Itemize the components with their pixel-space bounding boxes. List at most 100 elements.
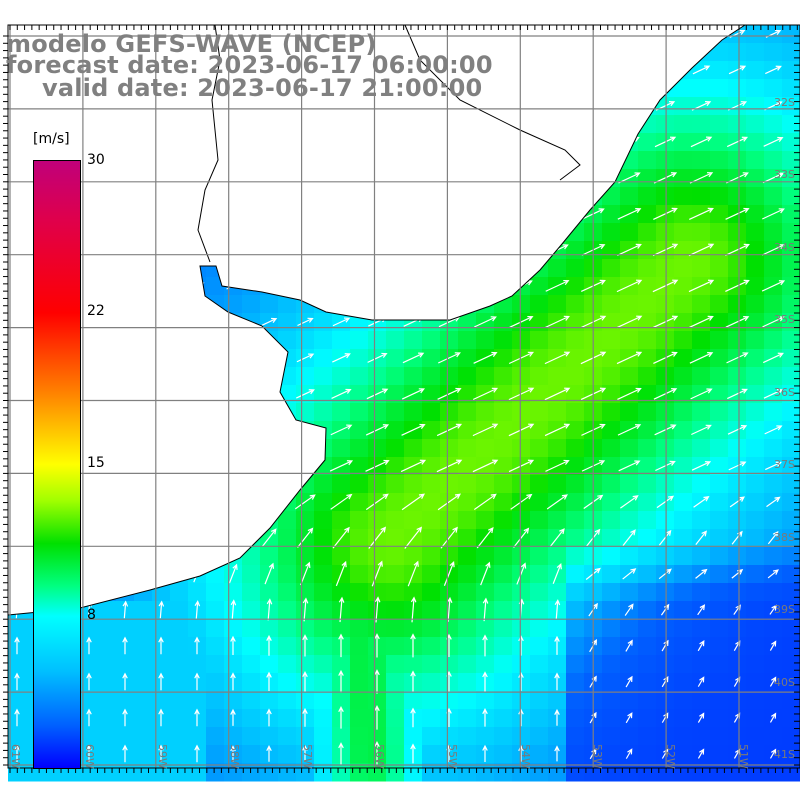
wind-speed-cell (638, 727, 657, 746)
wind-speed-cell (422, 331, 441, 350)
lon-label: 51W (737, 744, 750, 769)
wind-speed-cell (476, 403, 495, 422)
wind-arrow (625, 639, 633, 652)
wind-speed-cell (566, 241, 585, 260)
wind-speed-cell (656, 511, 675, 530)
wind-speed-cell (548, 403, 567, 422)
wind-arrow (366, 388, 389, 400)
wind-speed-cell (530, 475, 549, 494)
wind-speed-cell (566, 403, 585, 422)
wind-speed-cell (512, 583, 531, 602)
wind-arrow (654, 136, 677, 148)
wind-speed-cell (512, 403, 531, 422)
wind-speed-cell (656, 475, 675, 494)
wind-arrow (617, 387, 642, 400)
wind-speed-cell (314, 529, 333, 548)
wind-speed-cell (638, 187, 657, 206)
wind-speed-cell (530, 547, 549, 566)
wind-speed-cell (332, 547, 351, 566)
wind-speed-cell (620, 439, 639, 458)
wind-speed-cell (8, 619, 27, 638)
wind-speed-cell (638, 385, 657, 404)
wind-arrow (652, 243, 679, 257)
wind-arrow (697, 604, 706, 616)
wind-arrow (725, 207, 750, 220)
wind-speed-cell (548, 619, 567, 638)
wind-arrow (549, 528, 565, 548)
wind-speed-cell (206, 637, 225, 656)
wind-speed-cell (764, 475, 783, 494)
wind-speed-cell (512, 475, 531, 494)
wind-speed-cell (674, 547, 693, 566)
wind-speed-cell (458, 637, 477, 656)
wind-speed-cell (440, 619, 459, 638)
wind-speed-cell (782, 691, 800, 710)
wind-speed-cell (710, 457, 729, 476)
wind-arrow (404, 526, 423, 549)
wind-speed-cell (782, 187, 800, 206)
lon-label: 56W (373, 744, 386, 769)
wind-speed-cell (494, 709, 513, 728)
wind-speed-cell (494, 385, 513, 404)
wind-speed-cell (746, 43, 765, 62)
wind-speed-cell (782, 637, 800, 656)
wind-speed-cell (638, 655, 657, 674)
wind-speed-cell (728, 547, 747, 566)
wind-speed-cell (638, 421, 657, 440)
wind-speed-cell (638, 547, 657, 566)
wind-speed-cell (458, 331, 477, 350)
wind-speed-cell (314, 673, 333, 692)
valid-date: valid date: 2023-06-17 21:00:00 (42, 74, 483, 102)
wind-speed-cell (494, 313, 513, 332)
wind-speed-cell (422, 493, 441, 512)
wind-speed-cell (476, 727, 495, 746)
wind-arrow (508, 459, 535, 473)
wind-speed-cell (638, 637, 657, 656)
wind-arrow (230, 708, 236, 726)
wind-speed-cell (638, 367, 657, 386)
wind-arrow (297, 527, 314, 548)
wind-arrow (194, 744, 200, 763)
wind-speed-cell (332, 583, 351, 602)
wind-speed-cell (386, 457, 405, 476)
wind-speed-cell (674, 709, 693, 728)
wind-speed-cell (188, 619, 207, 638)
wind-speed-cell (620, 619, 639, 638)
wind-arrow (726, 136, 749, 148)
wind-speed-cell (314, 583, 333, 602)
wind-speed-cell (386, 601, 405, 620)
wind-speed-cell (746, 277, 765, 296)
wind-speed-cell (134, 763, 153, 782)
wind-speed-cell (98, 619, 117, 638)
wind-speed-cell (242, 637, 261, 656)
lat-label: 36S (774, 386, 795, 399)
wind-speed-cell (674, 97, 693, 116)
wind-arrow (401, 423, 426, 436)
wind-arrow (194, 708, 200, 727)
wind-speed-cell (638, 691, 657, 710)
wind-arrow (410, 633, 416, 658)
wind-arrow (482, 671, 488, 692)
wind-speed-cell (746, 223, 765, 242)
wind-speed-cell (638, 565, 657, 584)
wind-arrow (338, 633, 344, 658)
wind-speed-cell (116, 619, 135, 638)
wind-speed-cell (746, 547, 765, 566)
wind-speed-cell (494, 619, 513, 638)
wind-arrow (374, 669, 380, 694)
wind-speed-cell (728, 151, 747, 170)
wind-arrow (653, 388, 678, 400)
wind-speed-cell (422, 673, 441, 692)
wind-speed-cell (710, 655, 729, 674)
wind-arrow (437, 387, 462, 400)
wind-speed-cell (206, 691, 225, 710)
wind-speed-cell (368, 331, 387, 350)
wind-speed-cell (440, 655, 459, 674)
wind-speed-cell (728, 79, 747, 98)
wind-speed-cell (764, 655, 783, 674)
wind-speed-cell (314, 601, 333, 620)
wind-speed-cell (314, 709, 333, 728)
wind-arrow (688, 243, 715, 257)
wind-speed-cell (458, 403, 477, 422)
wind-speed-cell (512, 295, 531, 314)
